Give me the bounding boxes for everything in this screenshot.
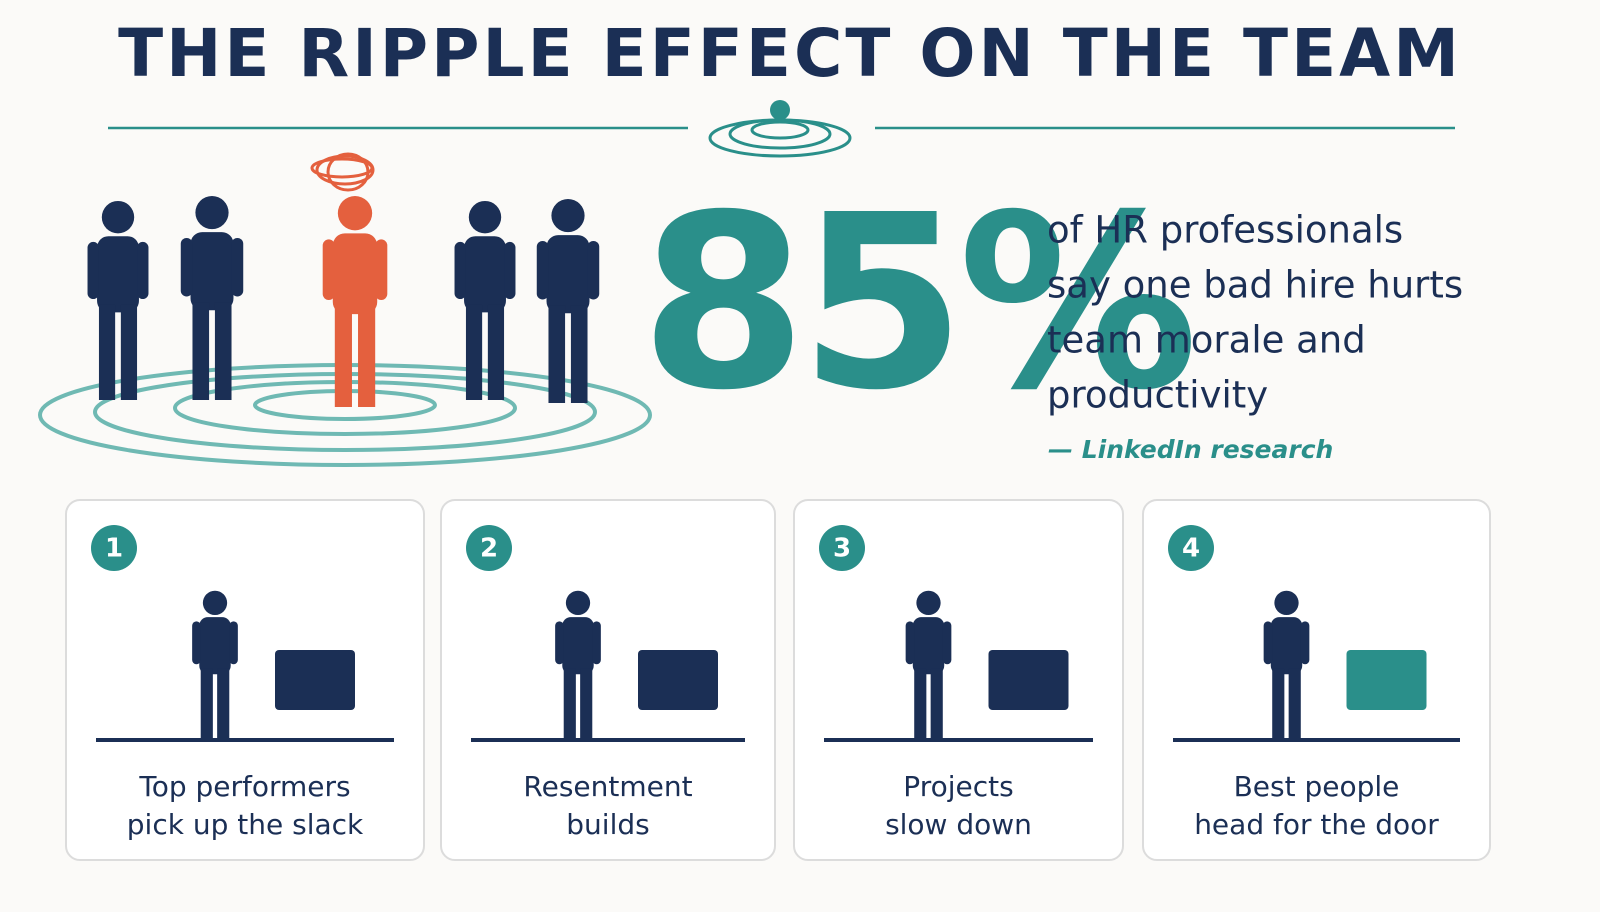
card-box (793, 499, 1124, 861)
card-caption: pick up the slack (127, 808, 364, 841)
leg (548, 305, 566, 403)
title: THE RIPPLE EFFECT ON THE TEAM (118, 15, 1462, 92)
head (195, 195, 229, 230)
arm (905, 621, 915, 665)
stat-source: — LinkedIn research (1048, 435, 1333, 464)
leg (465, 304, 483, 400)
card-box (65, 499, 425, 861)
torso (97, 236, 139, 313)
card-caption: Best people (1234, 770, 1400, 803)
torso (912, 617, 945, 675)
leg (98, 304, 116, 400)
leg (1288, 668, 1301, 740)
card: 1 Top performers pick up the slack (65, 499, 425, 861)
arm (137, 241, 149, 300)
torso (199, 617, 231, 675)
arm (1300, 621, 1310, 665)
arm (180, 237, 193, 297)
leg (930, 668, 943, 740)
head (1274, 590, 1299, 615)
card-caption: head for the door (1194, 808, 1439, 841)
number-badge (466, 525, 512, 571)
stat-line: of HR professionals (1047, 209, 1403, 252)
head (337, 196, 373, 231)
leg (914, 668, 927, 740)
torso (546, 235, 590, 314)
leg (217, 668, 230, 740)
leg (214, 302, 232, 400)
card-caption: Resentment (523, 770, 692, 803)
card-box (440, 499, 776, 861)
head (101, 200, 135, 234)
arm (587, 240, 600, 300)
number-badge (91, 525, 137, 571)
head (551, 198, 585, 233)
arm (375, 239, 388, 300)
card: 4 Best people head for the door (1142, 499, 1491, 861)
card-box (1142, 499, 1491, 861)
arm (192, 621, 201, 665)
torso (562, 617, 594, 675)
card-caption: builds (566, 808, 649, 841)
prop (988, 650, 1069, 710)
prop (638, 650, 718, 710)
stat-line: productivity (1047, 374, 1268, 417)
torso (190, 232, 234, 311)
head (202, 590, 228, 615)
arm (536, 240, 549, 300)
torso (1270, 617, 1303, 675)
arm (942, 621, 952, 665)
card: 3 Projects slow down (793, 499, 1124, 861)
leg (570, 305, 588, 403)
card-caption: Projects (903, 770, 1013, 803)
card-caption: slow down (885, 808, 1032, 841)
arm (504, 241, 516, 300)
prop (275, 650, 355, 710)
arm (87, 241, 99, 300)
arm (454, 241, 466, 300)
leg (192, 302, 210, 400)
leg (1272, 668, 1285, 740)
prop (1346, 650, 1427, 710)
leg (563, 668, 576, 740)
leg (120, 304, 138, 400)
arm (1263, 621, 1273, 665)
arm (592, 621, 601, 665)
leg (487, 304, 505, 400)
head (565, 590, 591, 615)
arm (322, 239, 335, 300)
stat-line: say one bad hire hurts (1047, 264, 1463, 307)
leg (580, 668, 593, 740)
arm (231, 237, 244, 297)
team-figures (87, 195, 600, 407)
number-badge (1168, 525, 1214, 571)
card-number: 1 (105, 534, 123, 564)
arm (555, 621, 564, 665)
head (468, 200, 502, 234)
torso (332, 233, 378, 315)
torso (464, 236, 506, 313)
leg (200, 668, 213, 740)
stress-scribble (310, 152, 375, 192)
arm (229, 621, 238, 665)
stat-figure: 85% (640, 163, 1191, 443)
stat-description: of HR professionals say one bad hire hurt… (1047, 209, 1463, 417)
number-badge (819, 525, 865, 571)
card-number: 3 (833, 534, 851, 564)
leg (334, 306, 352, 407)
stat-line: team morale and (1047, 319, 1366, 362)
card-caption: Top performers (138, 770, 350, 803)
head (916, 590, 941, 615)
cards: 1 Top performers pick up the slack 2 Resentm… (65, 499, 1491, 861)
card-number: 2 (480, 534, 498, 564)
ripple-icon (708, 100, 852, 158)
card-number: 4 (1182, 534, 1200, 564)
leg (358, 306, 376, 407)
card: 2 Resentment builds (440, 499, 776, 861)
